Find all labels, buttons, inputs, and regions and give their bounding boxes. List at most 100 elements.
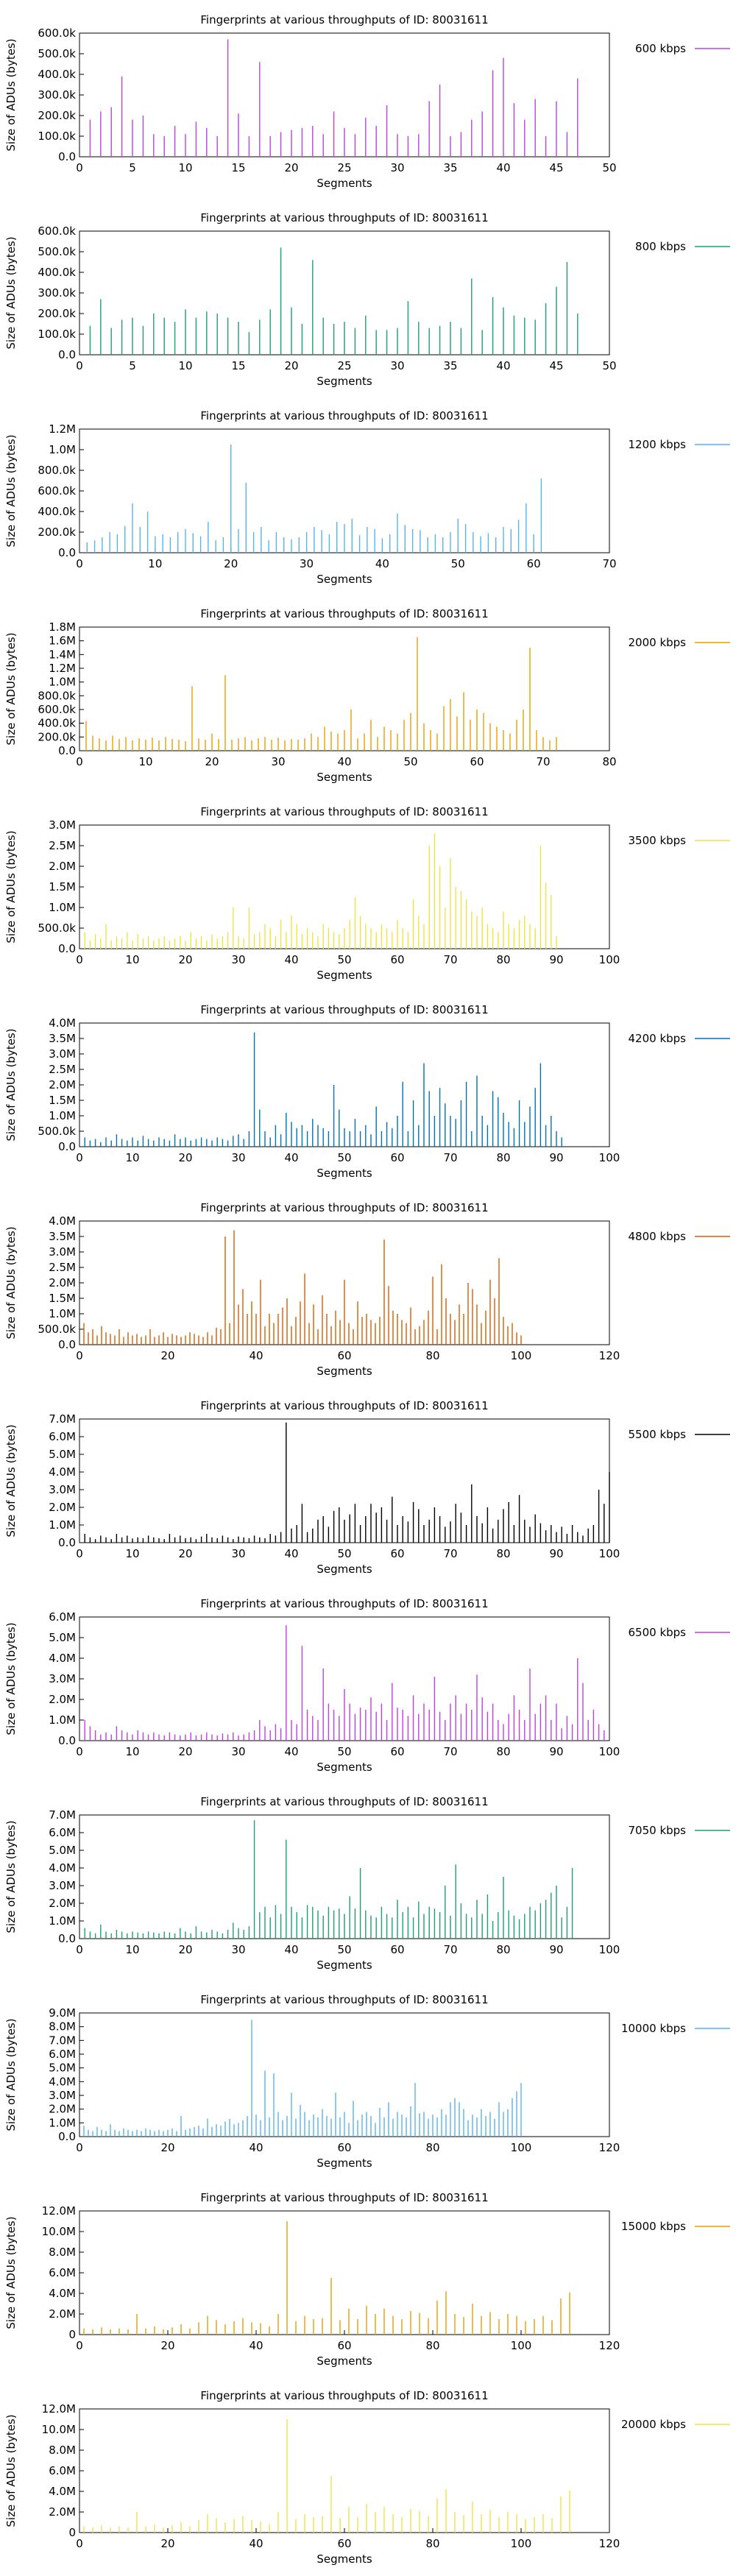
x-tick-label: 25 [337,359,351,372]
x-tick-label: 30 [231,1151,245,1164]
y-tick-label: 1.0M [49,1109,76,1122]
x-tick-label: 15 [231,161,245,174]
y-tick-label: 0.0 [58,744,76,757]
y-tick-label: 1.8M [49,620,76,634]
x-tick-label: 5 [129,161,136,174]
x-tick-label: 30 [271,755,285,768]
x-tick-label: 35 [443,359,457,372]
y-tick-label: 3.0M [49,1879,76,1892]
x-tick-label: 60 [390,1547,404,1560]
x-tick-label: 0 [76,2141,83,2154]
x-tick-label: 10 [178,161,192,174]
x-tick-label: 20 [284,359,298,372]
y-tick-label: 1.0M [49,1914,76,1928]
y-axis-label: Size of ADUs (bytes) [4,434,18,547]
x-tick-label: 0 [76,953,83,966]
y-tick-label: 500.0k [38,921,76,935]
y-tick-label: 6.0M [49,1610,76,1624]
x-axis-label: Segments [316,969,372,982]
x-tick-label: 10 [125,953,139,966]
chart-panel: Fingerprints at various throughputs of I… [4,1399,730,1576]
chart-panel: Fingerprints at various throughputs of I… [4,1597,730,1774]
y-tick-label: 3.5M [49,1230,76,1243]
x-tick-label: 45 [549,359,563,372]
y-tick-label: 2.5M [49,1063,76,1076]
x-tick-label: 60 [337,1349,351,1362]
x-tick-label: 20 [178,1745,192,1758]
chart-panel: Fingerprints at various throughputs of I… [4,1795,730,1972]
legend-label: 20000 kbps [621,2418,686,2431]
x-tick-label: 80 [602,755,616,768]
x-tick-label: 70 [443,1151,457,1164]
y-tick-label: 8.0M [49,2246,76,2259]
x-tick-label: 100 [511,2537,532,2550]
x-tick-label: 40 [337,755,351,768]
x-tick-label: 40 [249,2141,263,2154]
y-axis-label: Size of ADUs (bytes) [4,2018,18,2131]
y-tick-label: 600.0k [38,703,76,716]
plot-frame [79,2408,610,2533]
y-tick-label: 3.5M [49,1032,76,1045]
y-tick-label: 2.5M [49,839,76,852]
y-tick-label: 4.0M [49,1016,76,1030]
y-tick-label: 1.0M [49,1518,76,1532]
x-tick-label: 50 [337,1943,351,1956]
x-tick-label: 120 [599,2339,620,2352]
y-axis-label: Size of ADUs (bytes) [4,830,18,943]
x-axis-label: Segments [316,1761,372,1774]
x-tick-label: 40 [375,557,389,570]
x-tick-label: 0 [76,1745,83,1758]
y-tick-label: 6.0M [49,2048,76,2061]
y-tick-label: 100.0k [38,130,76,143]
x-tick-label: 20 [178,953,192,966]
y-axis-label: Size of ADUs (bytes) [4,236,18,349]
y-tick-label: 7.0M [49,1412,76,1426]
x-tick-label: 80 [496,1547,510,1560]
x-tick-label: 40 [249,2537,263,2550]
x-tick-label: 10 [148,557,162,570]
y-tick-label: 6.0M [49,2464,76,2477]
chart-title: Fingerprints at various throughputs of I… [200,13,488,26]
x-tick-label: 100 [511,2339,532,2352]
chart-panel: Fingerprints at various throughputs of I… [4,2191,730,2368]
x-tick-label: 30 [300,557,314,570]
x-tick-label: 25 [337,161,351,174]
y-tick-label: 800.0k [38,464,76,477]
x-tick-label: 30 [231,953,245,966]
x-axis-label: Segments [316,1958,372,1972]
y-tick-label: 1.2M [49,662,76,675]
y-tick-label: 1.4M [49,648,76,661]
x-tick-label: 70 [443,1547,457,1560]
x-tick-label: 80 [425,1349,439,1362]
x-tick-label: 20 [178,1151,192,1164]
y-tick-label: 200.0k [38,526,76,539]
legend-label: 3500 kbps [629,834,687,847]
x-tick-label: 20 [178,1943,192,1956]
y-tick-label: 2.0M [49,1276,76,1289]
y-tick-label: 100.0k [38,328,76,341]
x-tick-label: 80 [425,2537,439,2550]
x-tick-label: 60 [337,2339,351,2352]
chart-title: Fingerprints at various throughputs of I… [200,1795,488,1808]
x-tick-label: 0 [76,1349,83,1362]
y-tick-label: 200.0k [38,307,76,320]
x-tick-label: 10 [125,1151,139,1164]
y-tick-label: 1.5M [49,1292,76,1305]
x-tick-label: 30 [231,1745,245,1758]
x-axis-label: Segments [316,2156,372,2170]
x-tick-label: 70 [443,953,457,966]
x-tick-label: 20 [160,2141,174,2154]
y-tick-label: 400.0k [38,68,76,81]
chart-title: Fingerprints at various throughputs of I… [200,1993,488,2006]
y-tick-label: 0.0 [58,1140,76,1153]
x-tick-label: 40 [284,1547,298,1560]
x-tick-label: 30 [390,161,404,174]
legend-label: 7050 kbps [629,1824,687,1837]
legend-label: 10000 kbps [621,2022,686,2035]
y-tick-label: 300.0k [38,88,76,102]
x-tick-label: 30 [231,1547,245,1560]
y-tick-label: 10.0M [42,2423,76,2436]
y-axis-label: Size of ADUs (bytes) [4,1622,18,1735]
x-axis-label: Segments [316,177,372,190]
chart-title: Fingerprints at various throughputs of I… [200,2389,488,2402]
